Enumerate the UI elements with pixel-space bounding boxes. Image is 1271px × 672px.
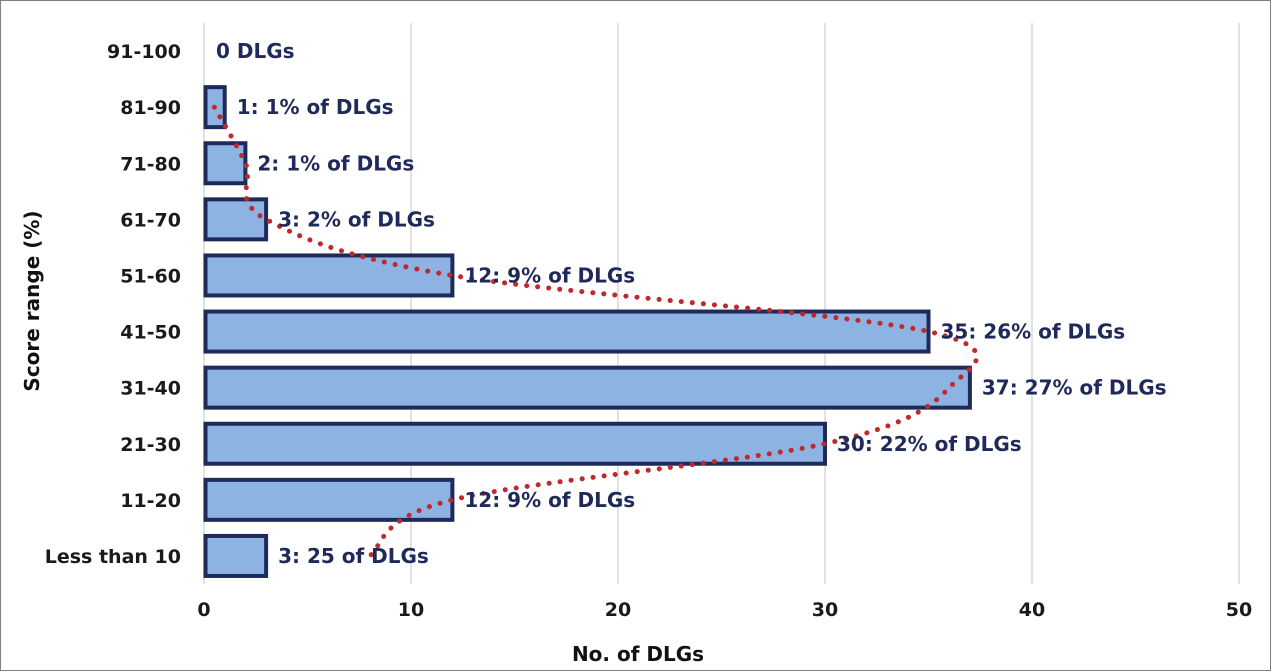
category-label: 91-100 bbox=[107, 41, 181, 63]
category-label: 61-70 bbox=[120, 209, 181, 231]
x-tick-label: 0 bbox=[197, 599, 210, 621]
bar bbox=[203, 477, 455, 522]
data-label: 35: 26% of DLGs bbox=[941, 320, 1126, 344]
trendline bbox=[211, 104, 980, 559]
data-label: 3: 25 of DLGs bbox=[278, 544, 429, 568]
x-tick-label: 50 bbox=[1226, 599, 1252, 621]
bar bbox=[203, 141, 248, 186]
bars bbox=[203, 85, 972, 578]
bar bbox=[203, 365, 972, 410]
data-label: 12: 9% of DLGs bbox=[464, 488, 635, 512]
x-tick-label: 30 bbox=[812, 599, 838, 621]
bar bbox=[203, 309, 931, 354]
data-label: 1: 1% of DLGs bbox=[237, 95, 394, 119]
data-label: 2: 1% of DLGs bbox=[257, 151, 414, 175]
category-label: 11-20 bbox=[120, 490, 181, 512]
y-axis-title: Score range (%) bbox=[20, 210, 44, 391]
category-label: 81-90 bbox=[120, 97, 181, 119]
data-label: 30: 22% of DLGs bbox=[837, 432, 1022, 456]
x-tick-label: 40 bbox=[1019, 599, 1045, 621]
x-tick-label: 20 bbox=[605, 599, 631, 621]
data-label: 37: 27% of DLGs bbox=[982, 376, 1167, 400]
data-labels: 0 DLGs 1: 1% of DLGs 2: 1% of DLGs 3: 2% of… bbox=[216, 39, 1167, 568]
category-label: 41-50 bbox=[120, 322, 181, 344]
category-label: 21-30 bbox=[120, 434, 181, 456]
category-label: 31-40 bbox=[120, 378, 181, 400]
trend-curve bbox=[211, 104, 980, 559]
category-label: 71-80 bbox=[120, 153, 181, 175]
category-labels: 91-100 81-90 71-80 61-70 51-60 41-50 31-40 21-3… bbox=[45, 41, 181, 568]
x-axis-title: No. of DLGs bbox=[572, 642, 704, 666]
bar bbox=[203, 197, 269, 242]
category-label: Less than 10 bbox=[45, 546, 181, 568]
data-label: 0 DLGs bbox=[216, 39, 295, 63]
bar bbox=[203, 253, 455, 298]
x-tick-label: 10 bbox=[398, 599, 424, 621]
x-tick-labels: 0 10 20 30 40 50 bbox=[197, 599, 1252, 621]
category-label: 51-60 bbox=[120, 265, 181, 287]
data-label: 12: 9% of DLGs bbox=[464, 263, 635, 287]
bar bbox=[203, 421, 827, 466]
data-label: 3: 2% of DLGs bbox=[278, 207, 435, 231]
bar bbox=[203, 533, 269, 578]
